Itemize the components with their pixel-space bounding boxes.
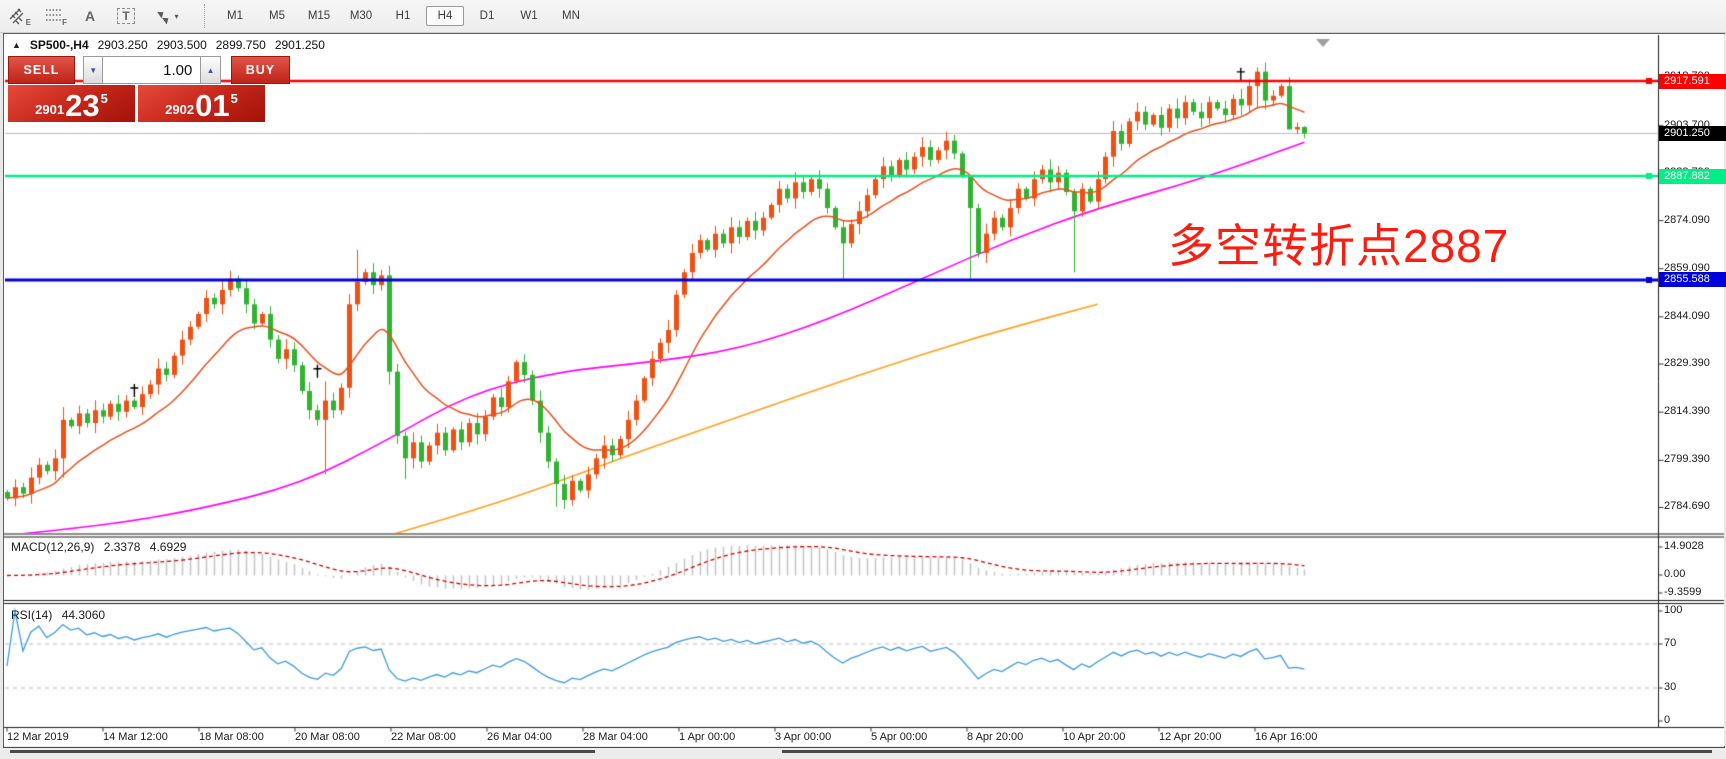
time-axis-label: 1 Apr 00:00 xyxy=(679,731,736,743)
collapse-arrow-icon[interactable]: ▲ xyxy=(12,40,21,50)
time-axis-label: 8 Apr 20:00 xyxy=(967,731,1024,743)
ohlc-low: 2899.750 xyxy=(215,38,266,52)
time-axis-label: 3 Apr 00:00 xyxy=(775,731,832,743)
bid-integer: 2901 xyxy=(35,102,65,117)
timeframe-button-h4[interactable]: H4 xyxy=(426,6,464,26)
timeframe-button-m1[interactable]: M1 xyxy=(227,10,243,22)
macd-axis-label: 0.00 xyxy=(1664,568,1686,580)
price-axis-label: 2784.690 xyxy=(1664,500,1710,513)
ohlc-open: 2903.250 xyxy=(97,38,148,52)
lot-increase-button[interactable]: ▲ xyxy=(200,56,221,84)
chevron-down-icon: ▾ xyxy=(174,11,179,21)
timeframe-button-w1[interactable]: W1 xyxy=(520,10,538,22)
chart-annotation-text: 多空转折点2887 xyxy=(1168,220,1510,272)
support-price-badge: 2855.588 xyxy=(1659,272,1726,288)
price-axis-label: 2799.390 xyxy=(1664,453,1710,466)
time-axis-label: 16 Apr 16:00 xyxy=(1255,731,1318,743)
rsi-name: RSI(14) xyxy=(11,608,53,622)
price-axis-label: 2859.090 xyxy=(1664,261,1710,274)
macd-label: MACD(12,26,9) 2.3378 4.6929 xyxy=(11,540,186,554)
price-axis-label: 2829.390 xyxy=(1664,357,1710,370)
timeframe-buttons: M1 M5 M15 M30 H1 H4 D1 W1 MN xyxy=(214,6,592,26)
timeframe-button-mn[interactable]: MN xyxy=(562,10,580,22)
price-axis-label: 2844.090 xyxy=(1664,309,1710,322)
ask-pips: 01 xyxy=(195,88,230,123)
rsi-axis-label: 100 xyxy=(1664,604,1683,616)
current-price-badge: 2901.250 xyxy=(1659,125,1726,141)
time-axis-label: 12 Apr 20:00 xyxy=(1159,731,1222,743)
macd-signal-value: 4.6929 xyxy=(149,540,187,554)
timeframe-button-m30[interactable]: M30 xyxy=(349,10,373,22)
ask-pipette: 5 xyxy=(230,91,238,106)
sell-button[interactable]: SELL xyxy=(8,56,75,84)
text-box-icon[interactable]: T xyxy=(110,3,142,29)
arrows-tool-icon[interactable]: ▾ xyxy=(146,3,188,29)
tool-sub-label: F xyxy=(62,18,67,27)
timeframe-button-m15[interactable]: M15 xyxy=(307,10,331,22)
price-axis-label: 2814.390 xyxy=(1664,405,1710,418)
time-axis-label: 18 Mar 08:00 xyxy=(199,731,264,743)
timeframe-button-h1[interactable]: H1 xyxy=(395,10,411,22)
tool-sub-label: E xyxy=(25,18,31,27)
ohlc-close: 2901.250 xyxy=(274,38,325,52)
rsi-axis-label: 30 xyxy=(1664,681,1677,693)
timeframe-button-m5[interactable]: M5 xyxy=(269,10,285,22)
triangle-up-icon: ▲ xyxy=(206,65,215,75)
lot-size-input[interactable] xyxy=(103,56,201,84)
time-axis-label: 14 Mar 12:00 xyxy=(103,731,168,743)
time-axis-label: 12 Mar 2019 xyxy=(7,731,69,743)
triangle-down-icon: ▼ xyxy=(89,65,98,75)
fibonacci-grid-icon[interactable]: F xyxy=(38,3,70,29)
toolbar: E F A T ▾ M1 M5 M15 M30 H1 H4 D1 W1 MN xyxy=(0,0,1726,33)
rsi-value: 44.3060 xyxy=(61,608,106,622)
ask-price-tile[interactable]: 2902 01 5 xyxy=(138,85,265,122)
window-edge xyxy=(10,750,595,753)
bid-price-tile[interactable]: 2901 23 5 xyxy=(8,85,135,122)
bid-pipette: 5 xyxy=(100,91,108,106)
time-axis-label: 10 Apr 20:00 xyxy=(1063,731,1126,743)
symbol-title: SP500-,H4 xyxy=(29,38,89,52)
text-label-icon[interactable]: A xyxy=(84,8,96,24)
equidistant-channel-icon[interactable]: E xyxy=(2,3,34,29)
window-edge xyxy=(782,750,1712,753)
toolbar-separator xyxy=(204,4,206,28)
time-axis-label: 28 Mar 04:00 xyxy=(583,731,648,743)
ask-integer: 2902 xyxy=(165,102,195,117)
time-axis-label: 26 Mar 04:00 xyxy=(487,731,552,743)
time-axis-label: 20 Mar 08:00 xyxy=(295,731,360,743)
bid-pips: 23 xyxy=(65,88,100,123)
macd-main-value: 2.3378 xyxy=(103,540,141,554)
price-axis-label: 2874.090 xyxy=(1664,213,1710,226)
one-click-trading-panel: SELL ▼ ▲ BUY 2901 23 5 2902 01 5 xyxy=(8,56,290,122)
timeframe-button-d1[interactable]: D1 xyxy=(479,10,495,22)
macd-name: MACD(12,26,9) xyxy=(11,540,95,554)
bottom-window-strip xyxy=(0,748,1726,759)
lot-decrease-button[interactable]: ▼ xyxy=(82,56,104,84)
macd-axis-label: 14.9028 xyxy=(1664,540,1704,552)
rsi-label: RSI(14) 44.3060 xyxy=(11,608,105,622)
green-line-price-badge: 2887.882 xyxy=(1659,168,1726,184)
text-box-glyph: T xyxy=(117,8,135,24)
rsi-axis-label: 0 xyxy=(1664,714,1671,726)
resistance-price-badge: 2917.591 xyxy=(1659,73,1726,89)
buy-button[interactable]: BUY xyxy=(230,56,290,84)
ohlc-high: 2903.500 xyxy=(156,38,207,52)
rsi-axis-label: 70 xyxy=(1664,637,1677,649)
chart-header: ▲ SP500-,H4 2903.250 2903.500 2899.750 2… xyxy=(12,38,325,52)
time-axis-label: 5 Apr 00:00 xyxy=(871,731,928,743)
macd-axis-label: -9.3599 xyxy=(1664,586,1702,598)
time-axis-label: 22 Mar 08:00 xyxy=(391,731,456,743)
